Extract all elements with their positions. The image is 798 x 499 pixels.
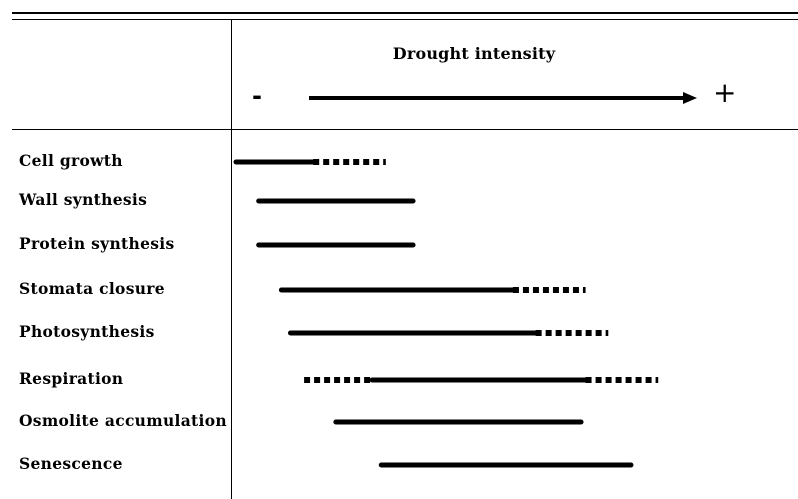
process-label-stomata-closure: Stomata closure — [19, 279, 165, 298]
process-label-cell-growth: Cell growth — [19, 151, 123, 170]
process-bars — [233, 159, 659, 468]
process-label-senescence: Senescence — [19, 454, 123, 473]
column-divider — [231, 20, 232, 499]
top-double-rule-upper — [12, 12, 798, 14]
process-label-wall-synthesis: Wall synthesis — [19, 190, 148, 209]
intensity-arrow-head — [683, 92, 697, 104]
plus-sign: + — [713, 76, 737, 109]
header-divider — [12, 129, 798, 130]
drought-intensity-title: Drought intensity — [392, 44, 556, 63]
minus-sign: - — [252, 82, 262, 110]
process-label-photosynthesis: Photosynthesis — [19, 322, 155, 341]
top-double-rule-lower — [12, 19, 798, 20]
process-label-protein-synthesis: Protein synthesis — [19, 234, 175, 253]
process-label-respiration: Respiration — [19, 369, 124, 388]
process-label-osmolite-accumulation: Osmolite accumulation — [19, 411, 227, 430]
